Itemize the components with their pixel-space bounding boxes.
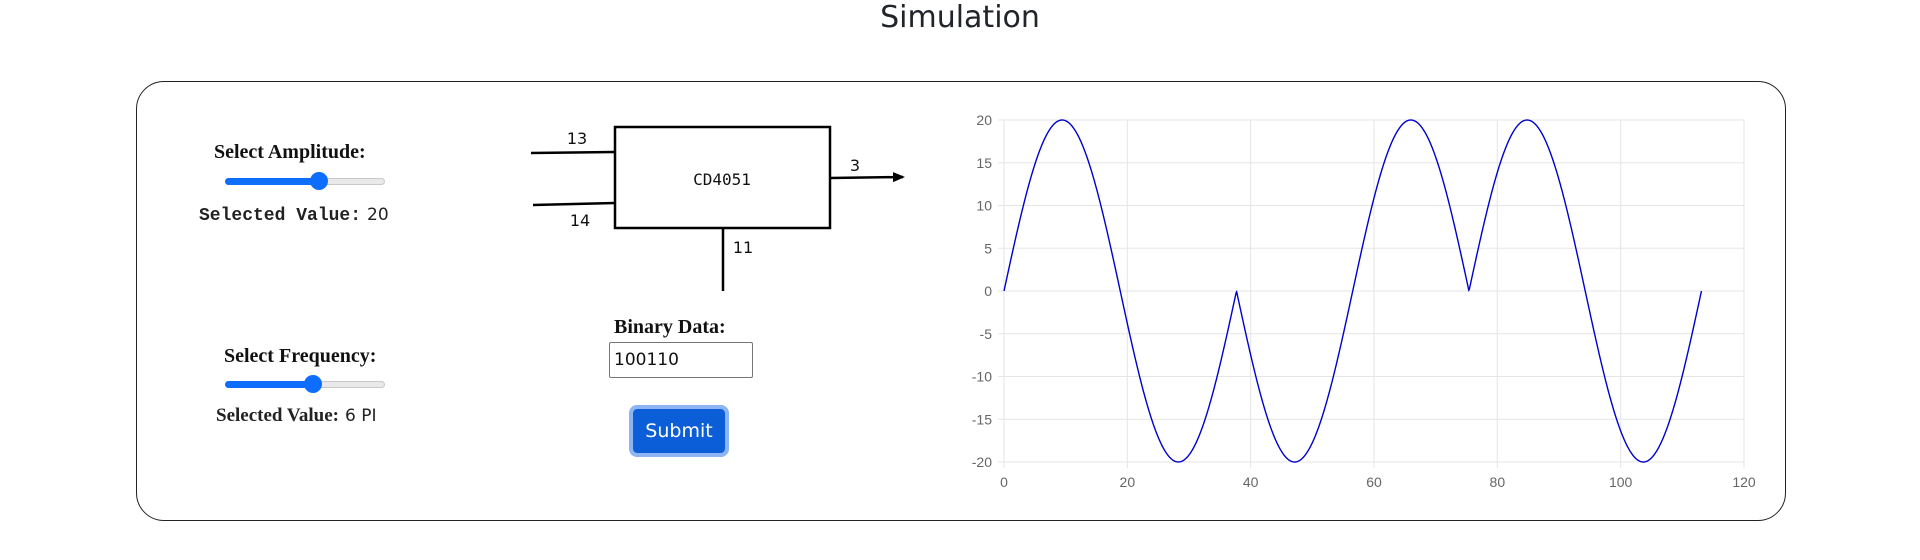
y-tick-label: -15 xyxy=(972,411,992,427)
frequency-label: Select Frequency: xyxy=(224,345,377,367)
amplitude-value-line: Selected Value: 20 xyxy=(199,204,389,226)
binary-data-label: Binary Data: xyxy=(614,316,726,338)
chart-grid xyxy=(998,119,1745,468)
signal-chart: 0 20 40 60 80 100 120 20 15 10 5 0 -5 -10 -15 -20 xyxy=(972,112,1756,490)
input-wire-bottom xyxy=(532,201,616,207)
cd4051-circuit-diagram: CD4051 13 14 3 11 xyxy=(530,125,905,291)
y-tick-label: 20 xyxy=(976,112,992,128)
signal-series-line xyxy=(1003,119,1703,463)
amplitude-slider-thumb[interactable] xyxy=(310,172,329,190)
x-tick-label: 40 xyxy=(1243,474,1259,490)
chart-ticks: 0 20 40 60 80 100 120 20 15 10 5 0 -5 -10 -15 -20 xyxy=(972,112,1756,490)
frequency-value: 6 PI xyxy=(344,406,377,426)
amplitude-slider-fill xyxy=(225,178,320,185)
chip-label: CD4051 xyxy=(693,170,751,189)
submit-button[interactable]: Submit xyxy=(629,405,729,457)
y-tick-label: -5 xyxy=(980,326,993,342)
amplitude-label: Select Amplitude: xyxy=(214,141,366,163)
y-tick-label: 15 xyxy=(976,155,992,171)
x-tick-label: 0 xyxy=(1000,474,1008,490)
pin-in-top: 13 xyxy=(567,129,587,148)
input-wire-top xyxy=(530,150,616,155)
simulation-panel xyxy=(136,81,1786,521)
x-tick-label: 80 xyxy=(1490,474,1506,490)
y-tick-label: -10 xyxy=(972,369,992,385)
x-tick-label: 20 xyxy=(1120,474,1136,490)
amplitude-value: 20 xyxy=(367,205,389,225)
pin-control: 11 xyxy=(733,238,753,257)
chip-body xyxy=(613,125,832,230)
frequency-value-line: Selected Value: 6 PI xyxy=(216,405,376,427)
pin-in-bottom: 14 xyxy=(570,211,590,230)
pin-out: 3 xyxy=(850,156,860,175)
y-tick-label: 5 xyxy=(984,240,992,256)
x-tick-label: 100 xyxy=(1609,474,1633,490)
y-tick-label: -20 xyxy=(972,454,992,470)
page-title: Simulation xyxy=(880,0,1040,35)
frequency-slider-thumb[interactable] xyxy=(304,375,322,393)
output-arrow xyxy=(829,172,905,183)
binary-data-input[interactable] xyxy=(609,342,753,378)
amplitude-slider[interactable] xyxy=(225,171,385,191)
amplitude-value-label: Selected Value: xyxy=(199,206,362,226)
x-tick-label: 120 xyxy=(1732,474,1756,490)
frequency-slider[interactable] xyxy=(225,374,385,394)
y-tick-label: 10 xyxy=(976,198,992,214)
frequency-slider-fill xyxy=(225,381,313,388)
y-tick-label: 0 xyxy=(984,283,992,299)
frequency-value-label: Selected Value: xyxy=(216,405,339,426)
x-tick-label: 60 xyxy=(1366,474,1382,490)
